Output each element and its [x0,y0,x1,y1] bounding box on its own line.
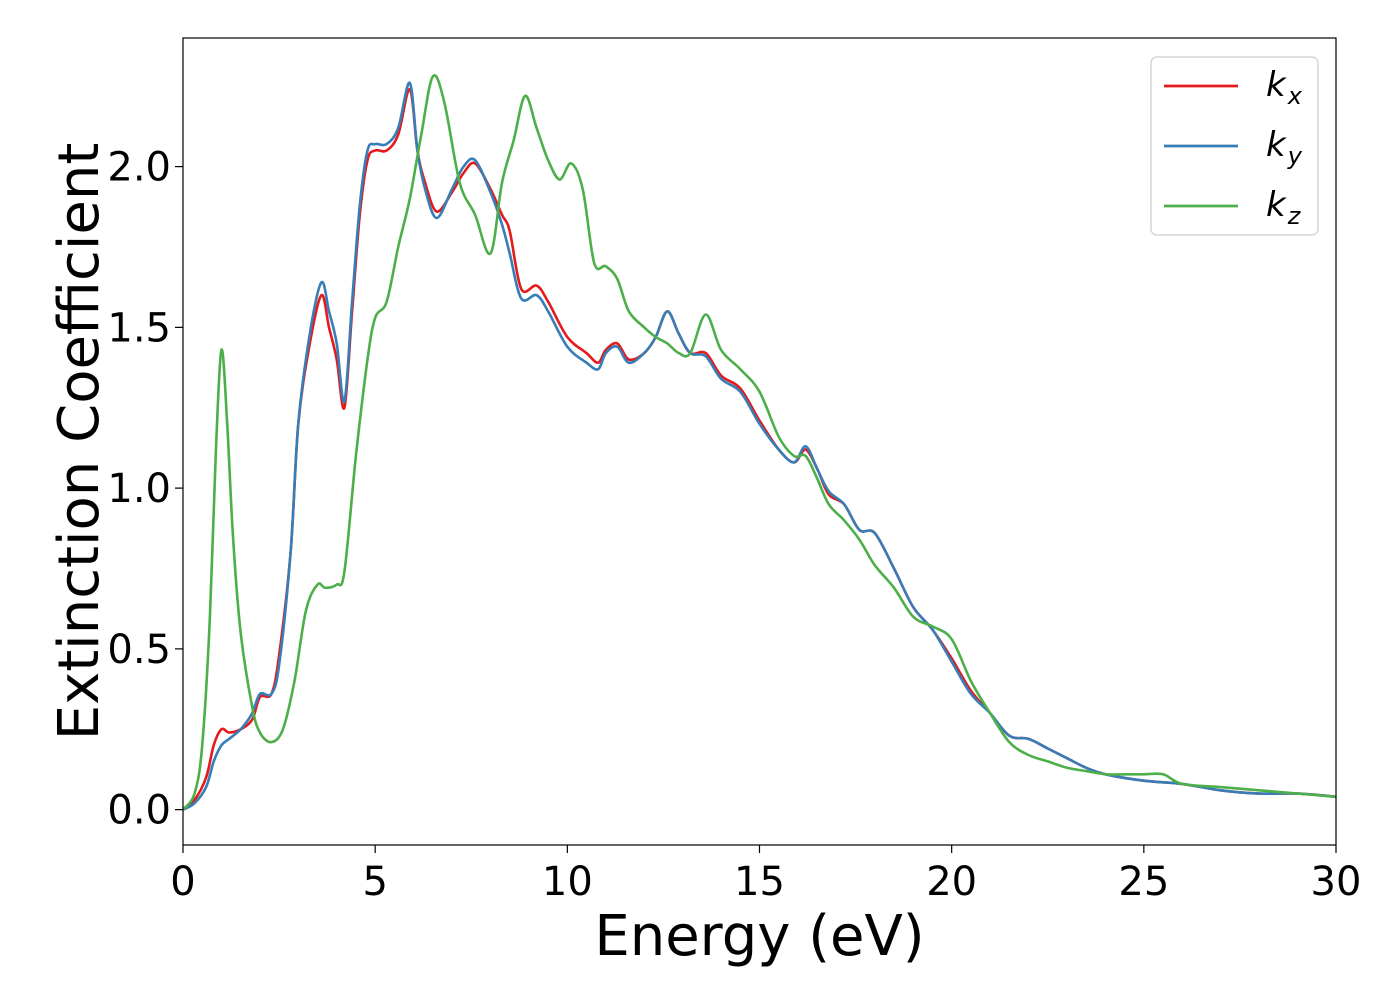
y-tick-label: 1.0 [107,466,171,512]
y-tick-label: 0.0 [107,788,171,834]
y-axis-title: Extinction Coefficient [47,143,112,741]
x-axis-ticks: 0 5 10 15 20 25 30 [170,845,1361,905]
x-tick-label: 15 [734,859,785,905]
series-line-ky [183,81,1336,811]
y-tick-label: 0.5 [107,627,171,673]
legend-label-ky: ky [1266,125,1303,170]
series-layer [183,74,1336,811]
x-tick-label: 25 [1118,859,1169,905]
x-tick-label: 5 [362,859,387,905]
x-axis-title: Energy (eV) [594,904,924,969]
x-tick-label: 20 [926,859,977,905]
series-line-kz [183,74,1336,811]
x-tick-label: 30 [1311,859,1362,905]
y-axis-ticks: 0.0 0.5 1.0 1.5 2.0 [107,145,183,834]
y-tick-label: 1.5 [107,305,171,351]
y-tick-label: 2.0 [107,145,171,191]
legend-label-kx: kx [1266,65,1303,110]
x-tick-label: 0 [170,859,195,905]
x-tick-label: 10 [542,859,593,905]
